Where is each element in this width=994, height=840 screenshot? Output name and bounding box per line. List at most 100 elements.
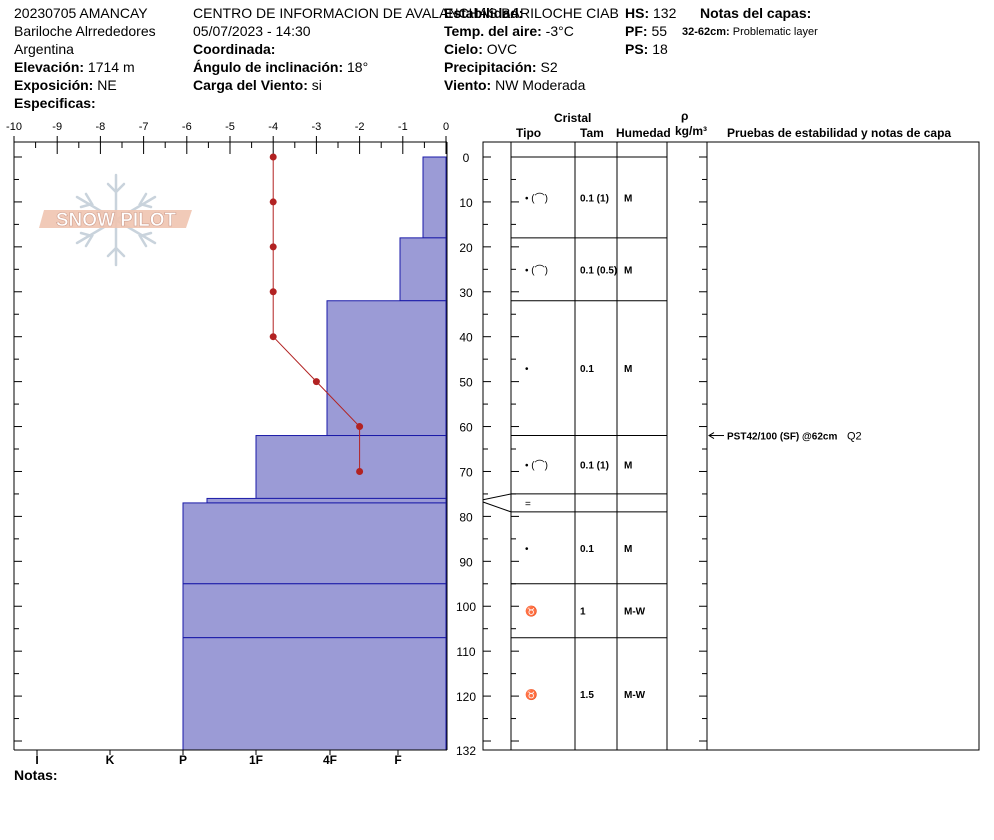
layer-type: • (⌒)	[525, 192, 548, 204]
temp-tick-label: -2	[355, 121, 365, 133]
depth-label: 60	[459, 421, 473, 435]
temperature-point	[269, 198, 277, 206]
depth-label: 90	[459, 555, 473, 569]
density-unit: kg/m³	[675, 124, 708, 138]
pf: PF: 55	[625, 23, 667, 39]
moisture-header: Humedad	[616, 126, 671, 140]
depth-label: 40	[459, 331, 473, 345]
thin-layer-connector	[482, 493, 512, 513]
layer-notes-label: Notas del capas:	[700, 5, 812, 21]
wind-label: Viento:	[444, 77, 492, 93]
sky: Cielo: OVC	[444, 41, 517, 57]
temperature-point	[269, 243, 277, 251]
air-temp-value: -3°C	[545, 23, 574, 39]
layer-moisture: M	[624, 265, 632, 276]
pf-label: PF:	[625, 23, 648, 39]
test-text: PST42/100 (SF) @62cm	[727, 432, 837, 443]
precip-label: Precipitación:	[444, 59, 537, 75]
layer-type: =	[525, 499, 531, 510]
layer-moisture: M-W	[624, 690, 646, 701]
layer-type: ♉	[525, 688, 537, 701]
temp-tick-label: -8	[96, 121, 106, 133]
slope-value: 18°	[347, 59, 369, 75]
hardness-label: F	[394, 753, 401, 767]
layer-note-range: 32-62cm:	[682, 26, 730, 38]
country: Argentina	[14, 41, 74, 57]
depth-label: 80	[459, 510, 473, 524]
temp-tick-label: -1	[398, 121, 408, 133]
tests-header: Pruebas de estabilidad y notas de capa	[727, 126, 952, 140]
hardness-label: 4F	[323, 753, 337, 767]
layer-size: 1	[580, 607, 586, 618]
hardness-layer-4	[206, 497, 447, 504]
notes-label: Notas:	[14, 767, 58, 783]
temperature-point	[312, 378, 320, 386]
wind-load-label: Carga del Viento:	[193, 77, 308, 93]
size-header: Tam	[580, 126, 604, 140]
logo-text: SNOW PILOT	[56, 210, 177, 231]
air-temp: Temp. del aire: -3°C	[444, 23, 574, 39]
organization: CENTRO DE INFORMACION DE AVALANCHAS BARI…	[193, 5, 619, 21]
depth-label: 30	[459, 286, 473, 300]
depth-label: 132	[456, 744, 476, 758]
depth-label: 110	[456, 645, 475, 659]
hs-label: HS:	[625, 5, 650, 21]
depth-label: 70	[459, 465, 473, 479]
temp-tick-label: -3	[312, 121, 322, 133]
hardness-layer-2	[326, 300, 447, 437]
wind: Viento: NW Moderada	[444, 77, 585, 93]
test-extra: Q2	[847, 431, 862, 443]
temperature-point	[269, 288, 277, 296]
elevation-value: 1714 m	[87, 59, 135, 75]
slope-label: Ángulo de inclinación:	[193, 59, 344, 75]
layer-moisture: M	[624, 544, 632, 555]
layer-size: 0.1	[580, 544, 594, 555]
precip-value: S2	[540, 59, 558, 75]
slope: Ángulo de inclinación: 18°	[193, 59, 368, 75]
crystal-header: Cristal	[554, 111, 592, 125]
datetime: 05/07/2023 - 14:30	[193, 23, 311, 39]
temp-tick-label: -10	[6, 121, 22, 133]
layer-note-text: Problematic layer	[732, 26, 818, 38]
layer-moisture: M	[624, 193, 632, 204]
site-name: 20230705 AMANCAY	[14, 5, 148, 21]
temp-tick-label: 0	[443, 121, 449, 133]
aspect-label: Exposición:	[14, 77, 94, 93]
precip: Precipitación: S2	[444, 59, 558, 75]
pf-value: 55	[651, 23, 668, 39]
wind-value: NW Moderada	[495, 77, 586, 93]
sky-label: Cielo:	[444, 41, 483, 57]
hardness-label: P	[179, 753, 187, 767]
depth-label: 20	[459, 241, 473, 255]
hardness-layer-3	[255, 435, 447, 499]
layer-moisture: M	[624, 461, 632, 472]
ps-value: 18	[652, 41, 668, 57]
location: Bariloche Alrrededores	[14, 23, 156, 39]
temperature-point	[356, 467, 364, 475]
depth-label: 10	[459, 196, 473, 210]
temp-tick-label: -7	[139, 121, 149, 133]
temperature-point	[356, 423, 364, 431]
temp-tick-label: -9	[52, 121, 62, 133]
ps: PS: 18	[625, 41, 668, 57]
aspect: Exposición: NE	[14, 77, 117, 93]
air-temp-label: Temp. del aire:	[444, 23, 542, 39]
ps-label: PS:	[625, 41, 649, 57]
layer-moisture: M	[624, 364, 632, 375]
specifics-label: Especificas:	[14, 95, 96, 111]
layer-type: •	[525, 364, 529, 375]
layer-size: 1.5	[580, 690, 594, 701]
layer-type: • (⌒)	[525, 264, 548, 276]
hardness-layer-1	[399, 237, 447, 302]
density-symbol: ρ	[681, 109, 689, 123]
layer-size: 0.1 (0.5)	[580, 265, 617, 276]
layer-note: 32-62cm: Problematic layer	[682, 24, 818, 40]
temp-tick-label: -4	[268, 121, 278, 133]
hardness-label: K	[106, 753, 115, 767]
layer-moisture: M-W	[624, 607, 646, 618]
layer-type: • (⌒)	[525, 460, 548, 472]
depth-label: 120	[456, 690, 476, 704]
elevation-label: Elevación:	[14, 59, 85, 75]
hardness-label: 1F	[249, 753, 263, 767]
